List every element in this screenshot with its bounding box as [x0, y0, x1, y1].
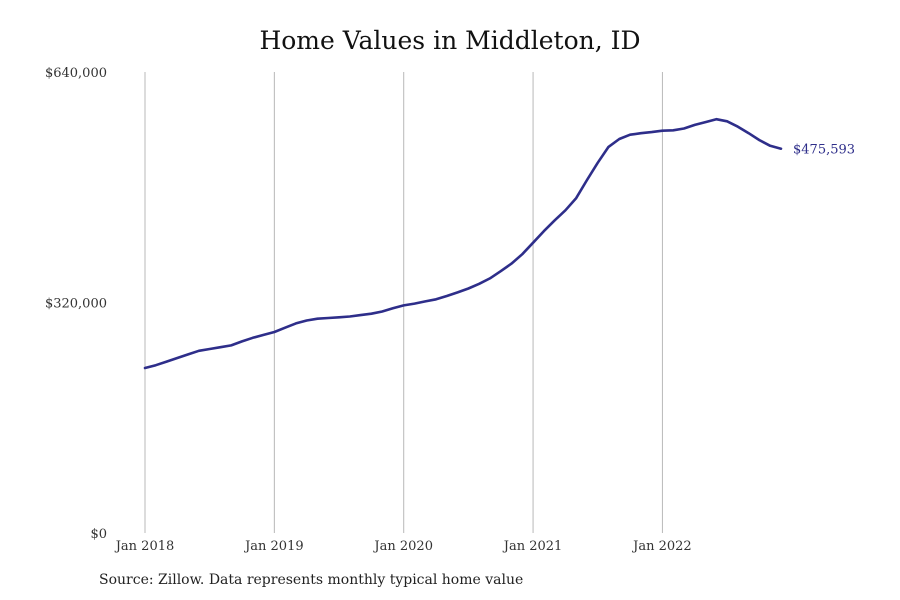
x-tick-label: Jan 2018 — [114, 539, 175, 554]
y-tick-label: $320,000 — [45, 297, 107, 312]
x-tick-label: Jan 2019 — [243, 539, 304, 554]
chart-title: Home Values in Middleton, ID — [259, 26, 641, 55]
end-value-label: $475,593 — [793, 143, 855, 158]
x-tick-label: Jan 2021 — [502, 539, 563, 554]
x-tick-label: Jan 2022 — [631, 539, 692, 554]
x-tick-label: Jan 2020 — [372, 539, 433, 554]
series-line — [143, 117, 783, 370]
series-group: $475,593 — [143, 117, 855, 370]
x-gridlines — [144, 72, 663, 533]
y-tick-label: $640,000 — [45, 66, 107, 81]
y-tick-label: $0 — [90, 527, 107, 542]
source-note: Source: Zillow. Data represents monthly … — [99, 572, 524, 588]
x-axis-tick-labels: Jan 2018 Jan 2019 Jan 2020 Jan 2021 Jan 2022 — [114, 539, 692, 554]
y-axis-tick-labels: $0 $320,000 $640,000 — [45, 66, 107, 542]
